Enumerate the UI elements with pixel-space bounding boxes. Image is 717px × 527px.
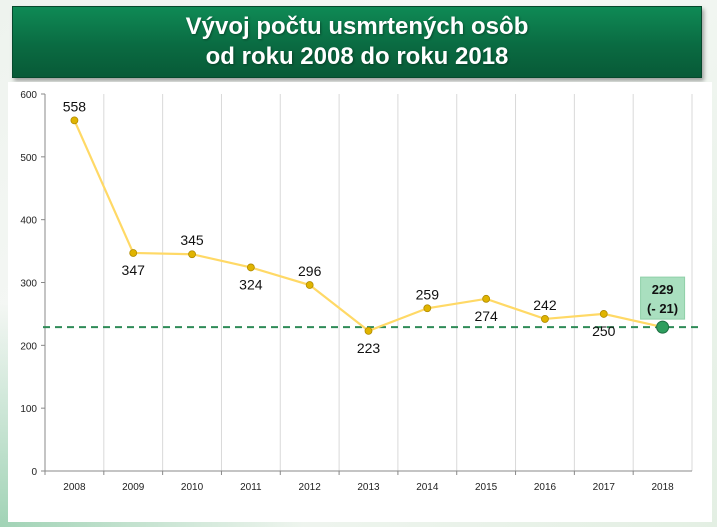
data-point xyxy=(364,326,373,335)
x-tick-label: 2013 xyxy=(357,482,380,493)
y-tick-label: 500 xyxy=(20,153,37,164)
x-tick-label: 2012 xyxy=(299,482,322,493)
data-label: 324 xyxy=(239,276,263,292)
data-label: 296 xyxy=(298,263,322,279)
data-label: 347 xyxy=(122,262,146,278)
y-tick-label: 0 xyxy=(31,467,37,478)
data-label: 274 xyxy=(474,308,498,324)
y-tick-label: 300 xyxy=(20,279,37,290)
data-point xyxy=(305,281,314,289)
x-tick-label: 2016 xyxy=(534,482,557,493)
x-tick-label: 2017 xyxy=(593,482,616,493)
chart-panel: 0 100 200 300 400 500 600 2008 2009 2010 2011 2012 2… xyxy=(8,82,712,522)
data-point xyxy=(188,250,196,259)
highlight-value-label: 229 xyxy=(652,282,674,297)
x-tick-label: 2014 xyxy=(416,482,439,493)
data-label: 345 xyxy=(180,232,204,248)
data-point xyxy=(482,294,491,303)
x-tick-label: 2009 xyxy=(122,482,145,493)
chart-title-line-1: Vývoj počtu usmrtených osôb xyxy=(185,13,529,40)
data-label: 250 xyxy=(592,323,616,339)
data-label: 242 xyxy=(533,297,557,313)
data-label: 223 xyxy=(357,340,381,356)
data-point xyxy=(246,263,255,272)
data-label: 259 xyxy=(416,286,440,302)
data-point xyxy=(599,310,608,318)
data-point xyxy=(70,116,79,125)
x-tick-label: 2010 xyxy=(181,482,204,493)
chart-title-line-2: od roku 2008 do roku 2018 xyxy=(205,43,509,70)
data-label: 558 xyxy=(63,98,87,114)
data-point xyxy=(423,304,432,313)
y-tick-label: 200 xyxy=(20,341,37,352)
y-tick-label: 400 xyxy=(20,216,37,227)
y-tick-label: 100 xyxy=(20,404,37,415)
x-tick-label: 2008 xyxy=(63,482,86,493)
data-point xyxy=(129,249,138,257)
highlight-box xyxy=(640,276,686,320)
x-tick-label: 2011 xyxy=(240,482,262,493)
data-point-highlight xyxy=(656,320,670,334)
title-banner: Vývoj počtu usmrtených osôb od roku 2008… xyxy=(12,6,702,78)
x-tick-label: 2015 xyxy=(475,482,498,493)
line-chart: 0 100 200 300 400 500 600 2008 2009 2010 2011 2012 2… xyxy=(20,90,700,493)
highlight-change-label: (- 21) xyxy=(647,301,678,316)
x-tick-label: 2018 xyxy=(651,482,674,493)
data-point xyxy=(541,315,549,323)
y-tick-label: 600 xyxy=(20,90,37,101)
